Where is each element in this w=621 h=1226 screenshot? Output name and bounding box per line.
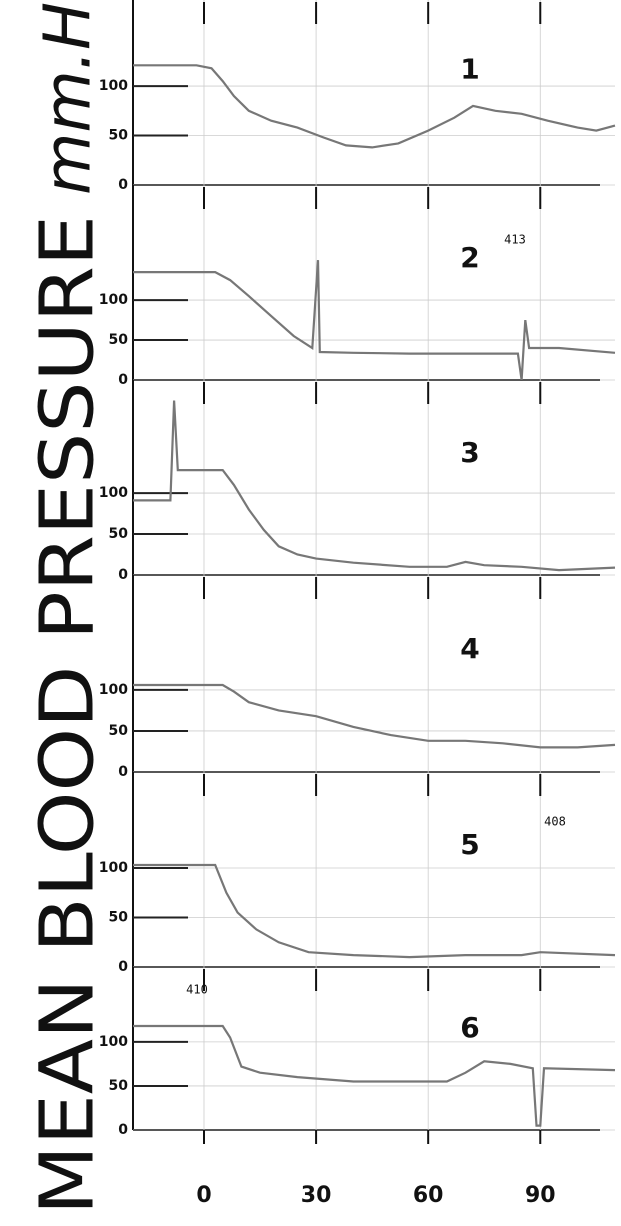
trace (133, 401, 615, 571)
panel-label: 3 (460, 436, 479, 469)
annotation: 413 (504, 233, 526, 247)
y-axis-unit: mm.Hg (32, 0, 106, 195)
panel-label: 4 (460, 632, 479, 665)
trace (133, 685, 615, 747)
trace (133, 260, 615, 380)
y-tick-label: 100 (99, 78, 128, 94)
panel-label: 5 (460, 828, 479, 861)
page: MEAN BLOOD PRESSURE mm.Hg 05010010501002… (0, 0, 621, 1226)
y-tick-label: 0 (118, 177, 128, 193)
y-tick-label: 50 (109, 910, 129, 926)
x-tick-label: 60 (413, 1183, 444, 1208)
trace (133, 65, 615, 147)
panel-label: 1 (460, 52, 479, 85)
panel-label: 6 (460, 1011, 479, 1044)
chart: MEAN BLOOD PRESSURE mm.Hg 05010010501002… (0, 0, 621, 1226)
y-tick-label: 0 (118, 372, 128, 388)
y-tick-label: 0 (118, 567, 128, 583)
x-tick-label: 90 (525, 1183, 556, 1208)
y-tick-label: 50 (109, 332, 129, 348)
panel-label: 2 (460, 241, 479, 274)
y-tick-label: 100 (99, 1034, 128, 1050)
y-tick-label: 50 (109, 1078, 129, 1094)
y-tick-label: 100 (99, 682, 128, 698)
y-tick-label: 0 (118, 764, 128, 780)
y-axis-label: MEAN BLOOD PRESSURE (25, 215, 111, 1215)
y-tick-label: 0 (118, 1122, 128, 1138)
y-tick-label: 50 (109, 526, 129, 542)
y-tick-label: 0 (118, 959, 128, 975)
y-tick-label: 100 (99, 485, 128, 501)
y-tick-label: 100 (99, 860, 128, 876)
trace (133, 865, 615, 957)
annotation: 410 (186, 983, 208, 997)
annotation: 408 (544, 815, 566, 829)
y-tick-label: 50 (109, 128, 129, 144)
x-tick-label: 30 (301, 1183, 332, 1208)
y-tick-label: 100 (99, 292, 128, 308)
x-tick-label: 0 (196, 1183, 211, 1208)
trace (133, 1026, 615, 1126)
y-tick-label: 50 (109, 723, 129, 739)
